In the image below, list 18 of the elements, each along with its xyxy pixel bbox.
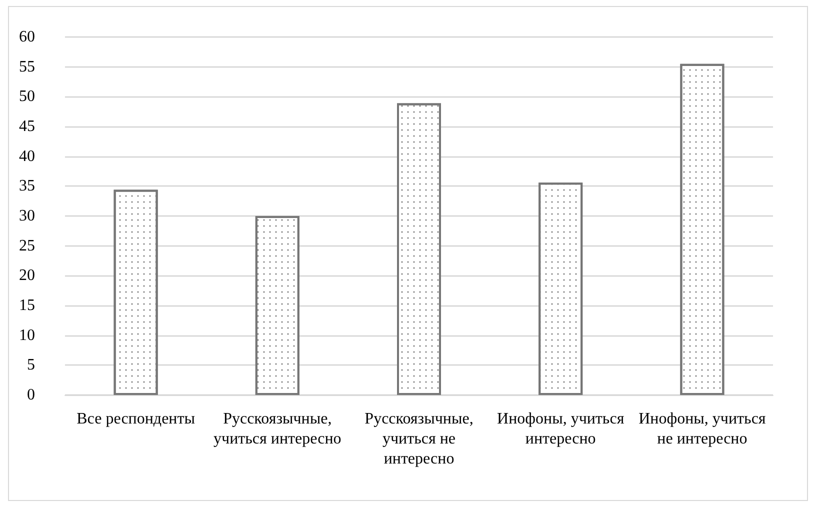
- y-tick-label: 20: [19, 267, 35, 284]
- x-tick-label: Русскоязычные, учиться не интересно: [364, 410, 474, 468]
- x-tick-label: Все респонденты: [76, 410, 196, 428]
- y-tick-label: 50: [19, 88, 35, 106]
- y-tick-label: 35: [19, 178, 35, 195]
- x-tick-label: Русскоязычные, учиться интересно: [214, 410, 342, 448]
- y-tick-label: 40: [19, 148, 35, 165]
- x-tick-label: Инофоны, учиться не интересно: [638, 410, 766, 448]
- y-tick-label: 10: [19, 326, 35, 344]
- x-tick-label: Инофоны, учиться интересно: [497, 410, 625, 448]
- y-tick-label: 25: [19, 237, 35, 254]
- y-tick-label: 55: [19, 58, 35, 76]
- y-tick-label: 0: [27, 386, 35, 404]
- y-tick-label: 5: [27, 356, 35, 374]
- y-tick-label: 30: [19, 208, 35, 224]
- y-tick-label: 45: [19, 118, 35, 135]
- y-tick-label: 60: [19, 28, 35, 46]
- y-tick-label: 15: [19, 297, 35, 314]
